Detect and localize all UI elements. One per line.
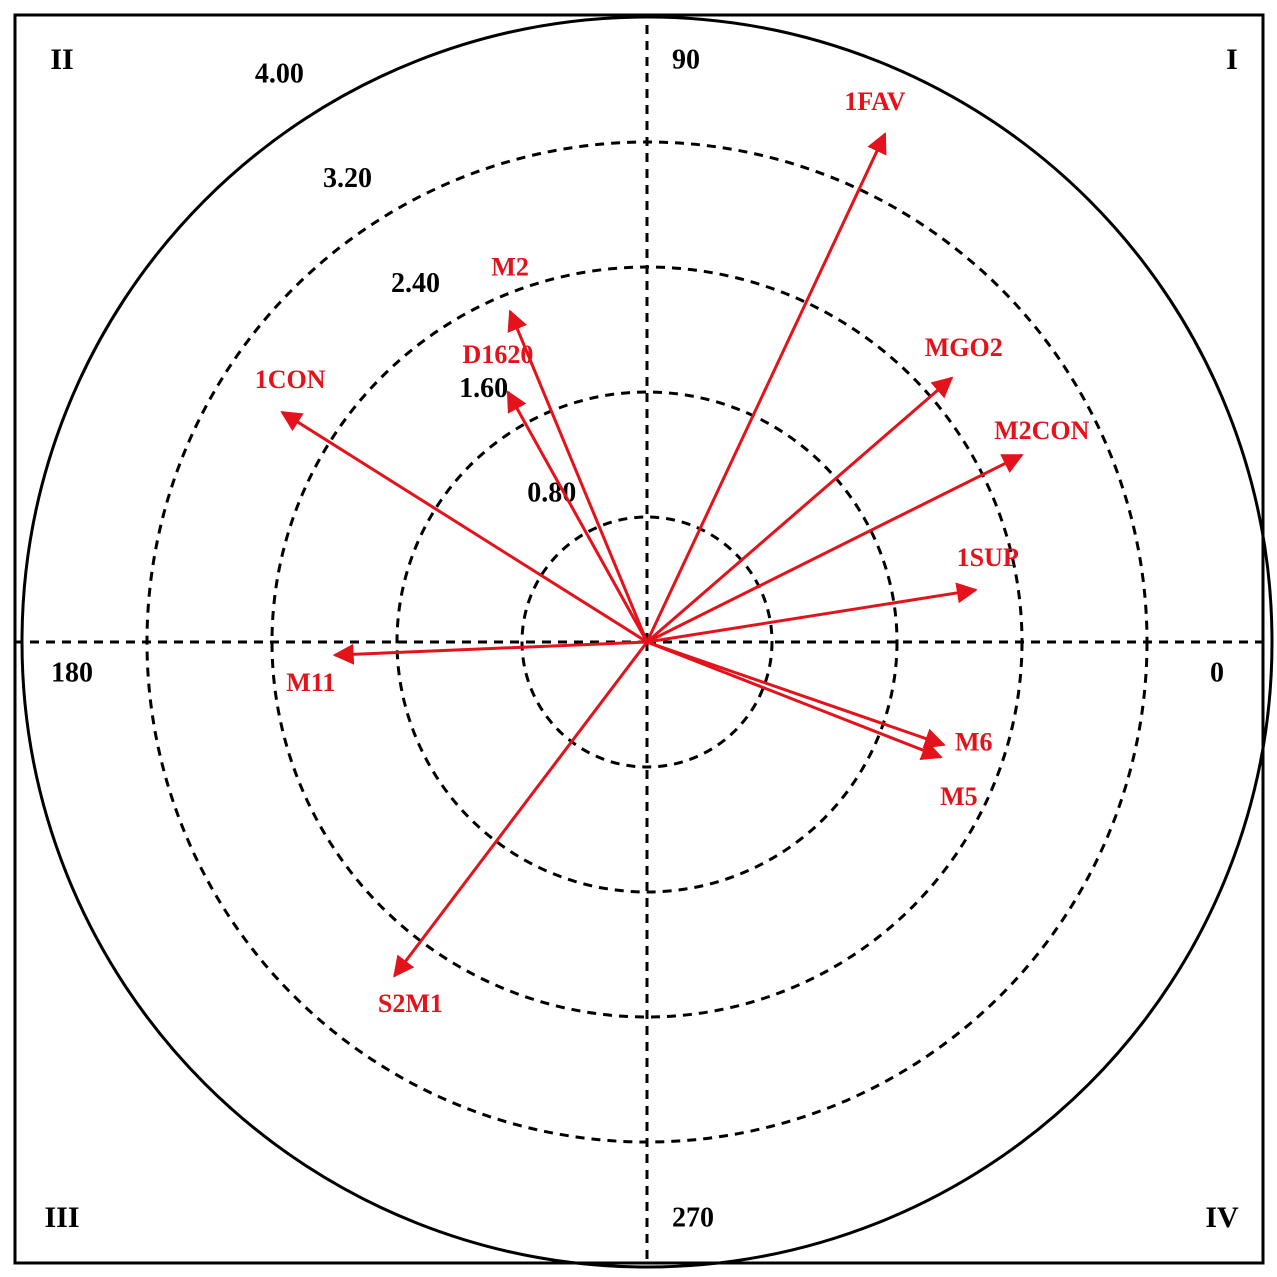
quadrant-label: I bbox=[1226, 43, 1238, 76]
vector-label: M5 bbox=[940, 782, 978, 811]
vector-label: S2M1 bbox=[378, 989, 443, 1018]
vector bbox=[646, 582, 978, 644]
vector bbox=[280, 410, 648, 644]
ring bbox=[520, 515, 774, 769]
r-tick-label: 0.80 bbox=[527, 478, 576, 509]
vector-label: M2CON bbox=[994, 416, 1090, 445]
vector bbox=[646, 453, 1024, 644]
r-tick-label: 2.40 bbox=[391, 268, 440, 299]
r-tick-label: 4.00 bbox=[255, 58, 304, 89]
frame bbox=[13, 13, 1265, 1265]
r-tick-label: 3.20 bbox=[323, 163, 372, 194]
vector bbox=[332, 640, 648, 665]
vector bbox=[646, 640, 943, 761]
vector-label: 1FAV bbox=[844, 87, 905, 116]
ring bbox=[395, 390, 899, 894]
quadrant-label: IV bbox=[1205, 1201, 1239, 1234]
angle-label: 90 bbox=[672, 44, 700, 75]
vector-label: MGO2 bbox=[925, 333, 1003, 362]
vector-label: M6 bbox=[955, 728, 993, 757]
ring bbox=[145, 140, 1149, 1144]
vector-label: M11 bbox=[286, 668, 335, 697]
r-tick-label: 1.60 bbox=[459, 373, 508, 404]
vector-label: 1SUP bbox=[957, 543, 1019, 572]
outer-circle bbox=[20, 15, 1274, 1269]
angle-label: 270 bbox=[672, 1202, 714, 1233]
vector bbox=[507, 309, 649, 643]
angle-label: 180 bbox=[51, 657, 93, 688]
vector bbox=[646, 376, 954, 644]
vector bbox=[646, 640, 946, 749]
vector bbox=[393, 641, 649, 978]
quadrant-label: III bbox=[44, 1201, 79, 1234]
ring bbox=[270, 265, 1024, 1019]
vector-label: 1CON bbox=[255, 365, 326, 394]
quadrant-label: II bbox=[50, 43, 73, 76]
vector-label: D1620 bbox=[463, 340, 534, 369]
vector bbox=[506, 390, 649, 643]
angle-label: 0 bbox=[1210, 657, 1224, 688]
vector-label: M2 bbox=[491, 252, 529, 281]
vector bbox=[645, 132, 887, 643]
